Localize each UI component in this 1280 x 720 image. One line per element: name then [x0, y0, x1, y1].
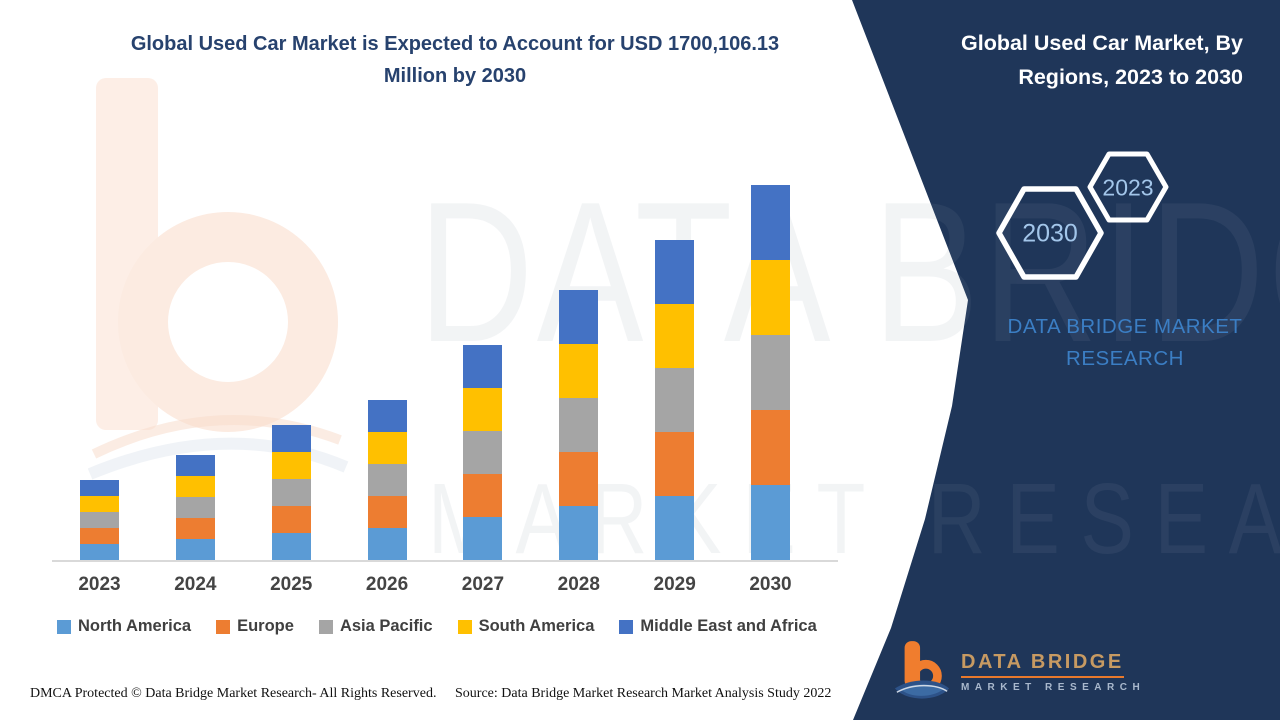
bar-2025: [271, 425, 311, 560]
bar-segment-europe: [80, 528, 119, 544]
legend-label-south-america: South America: [478, 617, 595, 635]
chart-legend: North America Europe Asia Pacific South Ame…: [57, 617, 817, 636]
hexagon-2030-label: 2030: [1022, 219, 1078, 248]
bar-2028: [559, 290, 599, 560]
bar-segment-asia-pacific: [751, 335, 790, 410]
legend-swatch-asia-pacific: [318, 619, 333, 634]
bar-2023: [80, 480, 119, 560]
legend-label-north-america: North America: [78, 617, 192, 635]
legend-item-europe: Europe: [216, 617, 294, 636]
legend-swatch-europe: [216, 619, 231, 634]
legend-label-middle-east-and-africa: Middle East and Africa: [640, 617, 817, 635]
bar-2030: [751, 185, 790, 560]
dmca-notice: DMCA Protected © Data Bridge Market Rese…: [30, 686, 437, 701]
legend-label-europe: Europe: [237, 617, 294, 635]
x-axis-label-2024: 2024: [174, 574, 217, 595]
bar-segment-europe: [175, 518, 215, 539]
bar-segment-north-america: [271, 533, 311, 560]
panel-brand-line2: RESEARCH: [1066, 347, 1184, 370]
dbmr-logo: DATA BRIDGE MARKET RESEARCH: [893, 638, 1145, 706]
legend-swatch-north-america: [57, 619, 71, 634]
bar-segment-asia-pacific: [80, 512, 119, 528]
bar-segment-north-america: [175, 539, 215, 560]
dbmr-logo-subtitle: MARKET RESEARCH: [961, 682, 1146, 693]
bar-segment-middle-east-and-africa: [175, 455, 215, 476]
stacked-bar-chart: [0, 180, 860, 560]
bar-segment-europe: [655, 432, 695, 496]
x-axis-labels: 2023 2024 2025 2026 2027 2028 2029 2030: [0, 574, 860, 602]
panel-title-line1: Global Used Car Market, By: [961, 31, 1243, 55]
x-axis-label-2027: 2027: [461, 574, 505, 595]
bar-segment-asia-pacific: [463, 431, 503, 474]
bar-segment-south-america: [751, 260, 790, 335]
bar-segment-middle-east-and-africa: [367, 400, 407, 432]
bar-segment-europe: [271, 506, 311, 533]
bar-segment-south-america: [463, 388, 503, 431]
legend-item-middle-east-and-africa: Middle East and Africa: [619, 617, 817, 636]
panel-title: Global Used Car Market, By Regions, 2023…: [903, 26, 1243, 94]
bar-2029: [655, 240, 695, 560]
bar-segment-north-america: [751, 485, 790, 560]
page-title-line1: Global Used Car Market is Expected to Ac…: [130, 33, 780, 55]
bar-segment-south-america: [175, 476, 215, 497]
legend-label-asia-pacific: Asia Pacific: [339, 617, 433, 635]
x-axis-label-2030: 2030: [749, 574, 792, 595]
bar-segment-north-america: [463, 517, 503, 560]
legend-swatch-south-america: [457, 619, 472, 634]
bar-segment-europe: [751, 410, 790, 485]
source-note: Source: Data Bridge Market Research Mark…: [455, 686, 832, 701]
x-axis-label-2026: 2026: [365, 574, 409, 595]
bar-segment-europe: [559, 452, 599, 506]
bar-segment-north-america: [559, 506, 599, 560]
panel-title-line2: Regions, 2023 to 2030: [1018, 65, 1243, 89]
bar-segment-asia-pacific: [655, 368, 695, 432]
bar-segment-south-america: [80, 496, 119, 512]
hexagon-2023-label: 2023: [1102, 174, 1154, 201]
panel-brand-line1: DATA BRIDGE MARKET: [1007, 315, 1243, 338]
legend-item-asia-pacific: Asia Pacific: [318, 617, 433, 636]
dbmr-logo-name: DATA BRIDGE: [961, 651, 1124, 678]
bar-segment-asia-pacific: [175, 497, 215, 518]
bar-segment-middle-east-and-africa: [271, 425, 311, 452]
x-axis-label-2023: 2023: [78, 574, 121, 595]
bar-segment-middle-east-and-africa: [559, 290, 599, 344]
page-title-line2: Million by 2030: [383, 65, 527, 87]
bar-2026: [367, 400, 407, 560]
legend-swatch-middle-east-and-africa: [619, 619, 634, 634]
bar-segment-south-america: [655, 304, 695, 368]
dbmr-logo-text: DATA BRIDGE MARKET RESEARCH: [961, 651, 1145, 693]
hexagon-2030-icon: [996, 186, 1104, 280]
panel-brand-text: DATA BRIDGE MARKET RESEARCH: [980, 311, 1270, 375]
hexagon-2023-icon: [1087, 151, 1169, 223]
bar-segment-south-america: [271, 452, 311, 479]
bar-segment-north-america: [655, 496, 695, 560]
bar-segment-middle-east-and-africa: [463, 345, 503, 388]
bar-segment-middle-east-and-africa: [80, 480, 119, 496]
bar-segment-europe: [367, 496, 407, 528]
bar-segment-asia-pacific: [367, 464, 407, 496]
x-axis-label-2028: 2028: [557, 574, 600, 595]
x-axis-label-2025: 2025: [270, 574, 313, 595]
bar-segment-asia-pacific: [271, 479, 311, 506]
page-title: Global Used Car Market is Expected to Ac…: [55, 28, 855, 92]
bar-segment-north-america: [367, 528, 407, 560]
legend-item-north-america: North America: [57, 617, 191, 636]
hexagon-badges-icon: [996, 151, 1169, 280]
bar-segment-asia-pacific: [559, 398, 599, 452]
bar-segment-middle-east-and-africa: [655, 240, 695, 304]
bar-segment-middle-east-and-africa: [751, 185, 790, 260]
x-axis-line: [52, 560, 838, 562]
bar-2024: [175, 455, 215, 560]
bar-segment-north-america: [80, 544, 119, 560]
legend-item-south-america: South America: [457, 617, 595, 636]
bar-segment-south-america: [367, 432, 407, 464]
dbmr-logo-b-icon: [894, 641, 950, 699]
bar-segment-europe: [463, 474, 503, 517]
bar-2027: [463, 345, 503, 560]
bar-segment-south-america: [559, 344, 599, 398]
x-axis-label-2029: 2029: [653, 574, 696, 595]
